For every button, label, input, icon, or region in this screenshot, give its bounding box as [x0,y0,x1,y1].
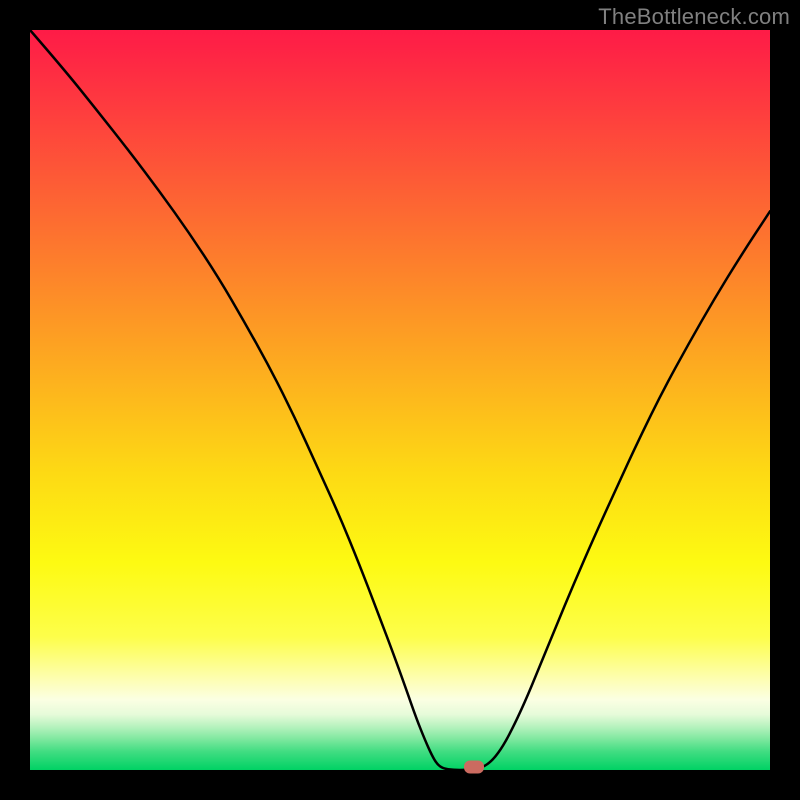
bottleneck-chart-container: TheBottleneck.com [0,0,800,800]
watermark-text: TheBottleneck.com [598,4,790,30]
chart-svg [0,0,800,800]
optimal-marker [464,761,484,774]
